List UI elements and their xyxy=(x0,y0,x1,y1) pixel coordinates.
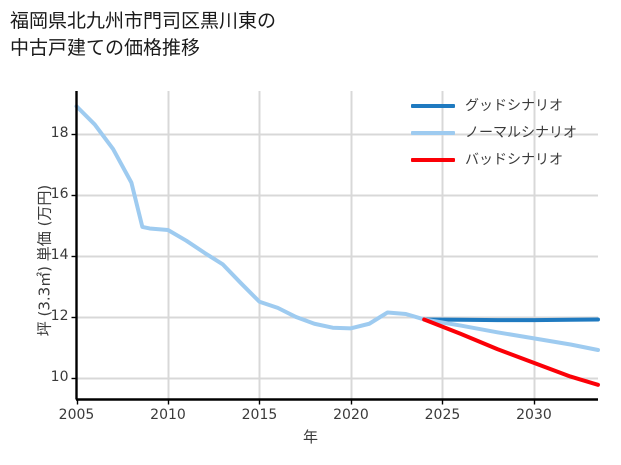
legend-swatch-0 xyxy=(411,104,455,108)
chart-title: 福岡県北九州市門司区黒川東の 中古戸建ての価格推移 xyxy=(10,10,277,59)
x-tick-label: 2015 xyxy=(241,406,278,423)
y-axis-title: 坪 (3.3㎡) 単価 (万円) xyxy=(35,184,54,337)
legend-label-1: ノーマルシナリオ xyxy=(465,125,577,141)
y-tick-label: 16 xyxy=(50,185,69,202)
data-series-group xyxy=(74,104,600,387)
tick-marks xyxy=(71,133,536,405)
series-line-2 xyxy=(422,317,600,387)
series-line-0 xyxy=(422,317,600,323)
y-tick-label: 14 xyxy=(50,246,69,263)
legend-label-2: バッドシナリオ xyxy=(465,152,563,168)
x-tick-label: 2010 xyxy=(150,406,186,423)
x-tick-label: 2005 xyxy=(58,406,95,423)
y-gridlines xyxy=(76,133,598,380)
legend-swatch-1 xyxy=(411,131,455,135)
legend-label-0: グッドシナリオ xyxy=(465,98,563,114)
x-tick-label: 2020 xyxy=(333,406,369,423)
axis-lines xyxy=(75,91,598,401)
y-tick-label: 12 xyxy=(50,308,69,325)
y-tick-label: 18 xyxy=(50,124,69,141)
y-tick-label: 10 xyxy=(50,369,69,386)
series-line-1 xyxy=(74,104,600,353)
x-tick-label: 2025 xyxy=(424,406,461,423)
legend-swatch-2 xyxy=(411,158,455,162)
x-axis-title: 年 xyxy=(302,428,318,446)
x-gridlines xyxy=(167,91,536,400)
x-tick-label: 2030 xyxy=(516,406,552,423)
